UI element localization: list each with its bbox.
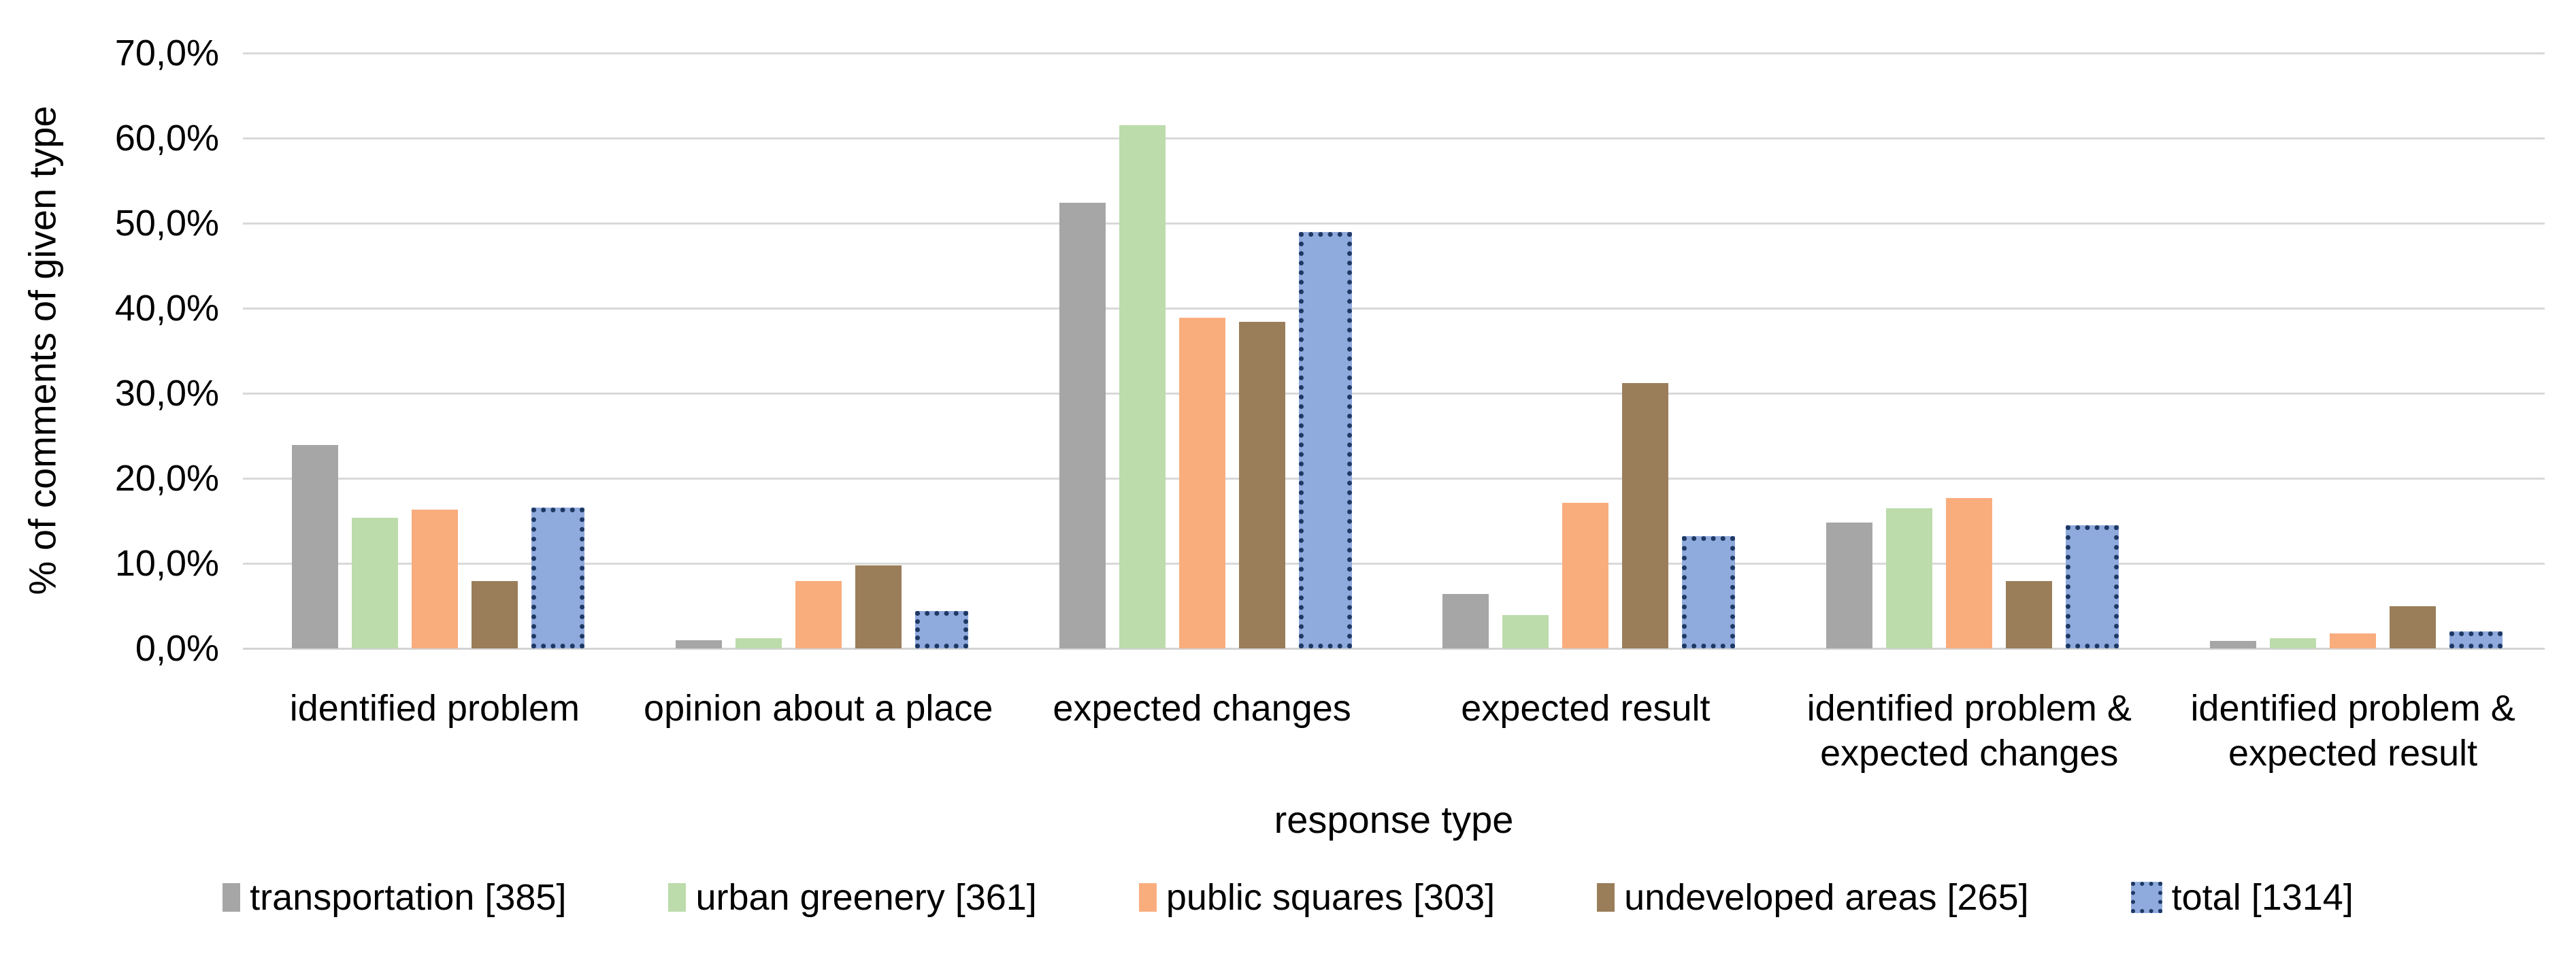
x-category-label: opinion about a place [644, 688, 993, 729]
bar-undeveloped-4 [2006, 581, 2053, 648]
bar-transportation-3 [1442, 594, 1489, 648]
bar-public-3 [1562, 503, 1609, 648]
bar-public-0 [411, 510, 458, 648]
gridline [243, 222, 2545, 225]
legend-label: total [1314] [2171, 877, 2354, 918]
x-category-label: expected result [1461, 688, 1711, 729]
bar-total-4 [2066, 525, 2119, 648]
bar-undeveloped-3 [1622, 383, 1669, 648]
bar-urban-4 [1886, 508, 1933, 648]
bar-public-1 [795, 581, 842, 648]
legend: transportation [385] urban greenery [361]… [0, 876, 2576, 919]
bar-urban-5 [2270, 638, 2317, 648]
bar-transportation-2 [1059, 203, 1106, 648]
y-tick-label: 40,0% [114, 288, 219, 329]
y-axis-title: % of comments of given type [20, 105, 64, 595]
bar-public-5 [2330, 633, 2377, 648]
gridline [243, 52, 2545, 54]
bar-public-2 [1178, 317, 1225, 648]
bar-transportation-1 [675, 640, 722, 648]
bar-urban-1 [735, 638, 782, 648]
legend-item: urban greenery [361] [668, 876, 1037, 919]
legend-item: public squares [303] [1138, 876, 1496, 919]
gridline [243, 562, 2545, 565]
bar-transportation-0 [291, 445, 338, 648]
x-axis-title: response type [1274, 798, 1514, 841]
bar-undeveloped-0 [471, 581, 518, 648]
legend-swatch [1597, 883, 1615, 912]
gridline [243, 137, 2545, 139]
bar-transportation-5 [2210, 640, 2257, 648]
y-tick-label: 50,0% [114, 203, 219, 244]
legend-label: transportation [385] [250, 877, 567, 918]
y-tick-label: 70,0% [114, 33, 219, 73]
legend-label: public squares [303] [1166, 877, 1496, 918]
x-category-label: identified problem & expected changes [1806, 688, 2132, 774]
legend-swatch [222, 883, 241, 912]
gridline [243, 392, 2545, 395]
bar-total-5 [2449, 631, 2503, 648]
gridline [243, 307, 2545, 310]
legend-label: undeveloped areas [265] [1624, 877, 2029, 918]
legend-swatch [1138, 883, 1157, 912]
x-axis-line [243, 647, 2545, 650]
bar-total-2 [1298, 231, 1352, 648]
x-category-label: expected changes [1053, 688, 1351, 729]
gridline [243, 477, 2545, 480]
legend-swatch [668, 883, 687, 912]
bar-total-0 [531, 507, 584, 648]
bar-total-1 [914, 611, 968, 648]
legend-item: transportation [385] [222, 876, 566, 919]
bar-undeveloped-1 [855, 565, 902, 648]
x-category-label: identified problem [289, 688, 580, 729]
bar-urban-0 [351, 517, 398, 648]
y-tick-label: 20,0% [114, 458, 219, 499]
bar-undeveloped-2 [1238, 322, 1285, 648]
y-tick-label: 60,0% [114, 118, 219, 159]
bar-transportation-4 [1826, 523, 1873, 648]
bar-urban-2 [1119, 125, 1166, 648]
bar-undeveloped-5 [2390, 606, 2437, 648]
bar-urban-3 [1502, 615, 1549, 648]
legend-item: undeveloped areas [265] [1597, 876, 2029, 919]
legend-label: urban greenery [361] [695, 877, 1037, 918]
bar-total-3 [1682, 536, 1736, 648]
bar-public-4 [1946, 497, 1993, 648]
y-tick-label: 0,0% [135, 628, 219, 669]
x-category-label: identified problem & expected result [2190, 688, 2515, 774]
y-tick-label: 10,0% [114, 543, 219, 584]
legend-swatch-dotted [2130, 882, 2162, 913]
legend-item: total [1314] [2130, 876, 2354, 919]
y-tick-label: 30,0% [114, 373, 219, 414]
